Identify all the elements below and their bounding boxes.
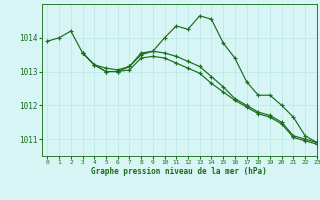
X-axis label: Graphe pression niveau de la mer (hPa): Graphe pression niveau de la mer (hPa)	[91, 167, 267, 176]
